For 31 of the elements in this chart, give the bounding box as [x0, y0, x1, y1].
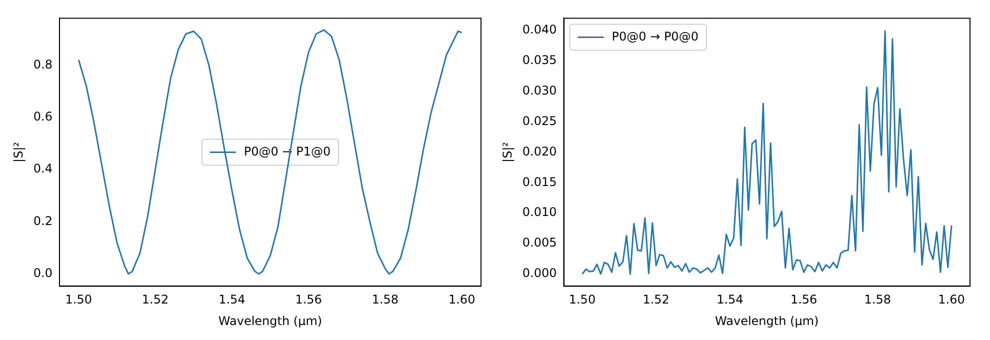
x-axis-title: Wavelength (µm) — [218, 314, 322, 328]
y-tick-label: 0.2 — [33, 214, 52, 228]
x-tick-label: 1.56 — [790, 292, 818, 307]
y-tick-label: 0.005 — [522, 236, 557, 250]
x-tick-label: 1.50 — [568, 292, 596, 307]
x-tick-label: 1.56 — [295, 292, 322, 307]
y-tick-label: 0.8 — [33, 57, 52, 72]
y-tick-label: 0.0 — [33, 266, 52, 280]
y-tick-label: 0.010 — [522, 205, 557, 220]
x-tick-label: 1.58 — [372, 292, 399, 307]
x-tick-label: 1.60 — [938, 292, 965, 307]
y-tick-label: 0.035 — [522, 52, 557, 67]
y-tick-label: 0.020 — [522, 144, 557, 158]
y-tick-label: 0.000 — [522, 266, 557, 280]
x-tick-label: 1.50 — [65, 292, 92, 307]
y-axis-title: |S|² — [500, 142, 514, 162]
y-tick-label: 0.030 — [522, 83, 557, 98]
legend-label: P0@0 → P0@0 — [612, 29, 698, 44]
y-tick-label: 0.015 — [522, 174, 557, 189]
x-tick-label: 1.58 — [864, 292, 892, 307]
x-tick-label: 1.54 — [218, 292, 246, 307]
x-tick-label: 1.60 — [448, 292, 476, 307]
y-tick-label: 0.040 — [522, 22, 557, 37]
y-tick-label: 0.6 — [33, 109, 52, 124]
y-tick-label: 0.4 — [33, 162, 52, 176]
x-tick-label: 1.52 — [142, 292, 169, 307]
x-tick-label: 1.52 — [642, 292, 670, 307]
y-axis-title: |S|² — [11, 142, 26, 162]
y-tick-label: 0.025 — [522, 114, 557, 128]
x-axis-title: Wavelength (µm) — [715, 314, 819, 328]
x-tick-label: 1.54 — [716, 292, 744, 307]
